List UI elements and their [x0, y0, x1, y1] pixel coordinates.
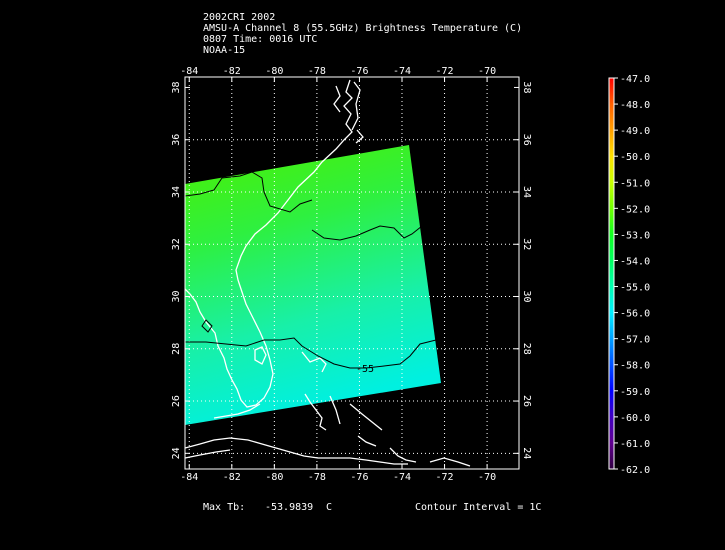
colorbar-label: -50.0 [620, 152, 650, 163]
lat-label-left: 38 [171, 81, 182, 93]
colorbar-label: -61.0 [620, 439, 650, 450]
colorbar-label: -56.0 [620, 309, 650, 320]
lon-label-bottom: -84 [180, 472, 198, 483]
lon-label-top: -78 [308, 66, 326, 77]
lat-label-left: 24 [171, 447, 182, 459]
graticule [185, 77, 519, 469]
swath-data-area [185, 145, 441, 425]
contour-lines [185, 171, 437, 369]
colorbar-label: -51.0 [620, 178, 650, 189]
coastline [185, 79, 471, 467]
colorbar-label: -60.0 [620, 413, 650, 424]
lat-label-left: 30 [171, 290, 182, 302]
lon-label-bottom: -76 [350, 472, 368, 483]
colorbar-label: -49.0 [620, 126, 650, 137]
colorbar-label: -54.0 [620, 256, 650, 267]
contour-interval: Contour Interval = 1C [415, 502, 542, 513]
colorbar-label: -57.0 [620, 335, 650, 346]
lon-label-bottom: -72 [436, 472, 454, 483]
lon-label-top: -74 [393, 66, 411, 77]
lat-label-left: 36 [171, 134, 182, 146]
lon-label-top: -70 [478, 66, 496, 77]
colorbar-label: -62.0 [620, 465, 650, 476]
colorbar: -47.0 -48.0 -49.0 -50.0 -51.0 -52.0 -53.0 -54.0… [608, 74, 650, 476]
lon-label-top: -82 [223, 66, 241, 77]
colorbar-label: -53.0 [620, 230, 650, 241]
max-tb-label: Max Tb: [203, 502, 246, 513]
lon-label-bottom: -70 [478, 472, 496, 483]
lat-label-right: 34 [521, 186, 532, 198]
max-tb-value: -53.9839 [265, 502, 314, 513]
colorbar-label: -52.0 [620, 204, 650, 215]
lon-label-bottom: -80 [265, 472, 283, 483]
map-frame [184, 76, 520, 470]
lon-label-bottom: -74 [393, 472, 411, 483]
colorbar-label: -48.0 [620, 100, 650, 111]
title-line-3: 0807 Time: 0016 UTC [203, 34, 318, 45]
lat-label-right: 24 [521, 447, 532, 459]
colorbar-label: -58.0 [620, 361, 650, 372]
colorbar-label: -55.0 [620, 283, 650, 294]
lon-label-top: -80 [265, 66, 283, 77]
lat-label-right: 32 [521, 238, 532, 250]
colorbar-label: -59.0 [620, 387, 650, 398]
colorbar-label: -47.0 [620, 74, 650, 85]
lat-label-right: 28 [521, 343, 532, 355]
max-tb-unit: C [326, 502, 333, 513]
contour-label: -55 [356, 364, 374, 375]
lat-label-left: 26 [171, 395, 182, 407]
title-line-4: NOAA-15 [203, 45, 246, 56]
colorbar-scale [608, 77, 615, 470]
lat-label-right: 36 [521, 134, 532, 146]
lat-label-left: 34 [171, 186, 182, 198]
axis-ticks: -84 -84 -82 -82 -80 -80 -78 -78 -76 -76 -74 -74 -72 -… [171, 66, 532, 483]
lat-label-left: 28 [171, 343, 182, 355]
lon-label-top: -76 [350, 66, 368, 77]
title-line-2: AMSU-A Channel 8 (55.5GHz) Brightness Te… [203, 23, 523, 34]
lat-label-right: 38 [521, 81, 532, 93]
lat-label-right: 26 [521, 395, 532, 407]
title-line-1: 2002CRI 2002 [203, 12, 276, 23]
lon-label-top: -84 [180, 66, 198, 77]
lat-label-left: 32 [171, 238, 182, 250]
lon-label-bottom: -78 [308, 472, 326, 483]
lon-label-bottom: -82 [223, 472, 241, 483]
lat-label-right: 30 [521, 290, 532, 302]
lon-label-top: -72 [436, 66, 454, 77]
